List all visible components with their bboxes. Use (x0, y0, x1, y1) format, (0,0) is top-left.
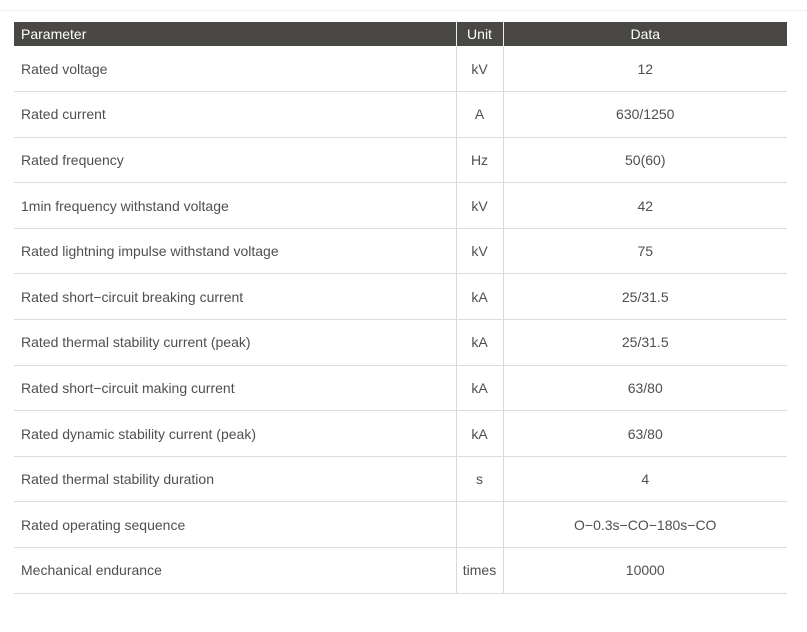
parameter-cell: 1min frequency withstand voltage (14, 182, 456, 229)
table-row: 1min frequency withstand voltage kV 42 (14, 182, 787, 229)
parameter-cell: Rated short−circuit breaking current (14, 273, 456, 321)
unit-cell: kA (455, 273, 504, 321)
table-row: Rated thermal stability duration s 4 (14, 456, 787, 503)
unit-cell: kA (455, 410, 504, 457)
table-row: Rated voltage kV 12 (14, 46, 787, 93)
unit-cell: times (455, 547, 504, 594)
table-row: Rated current A 630/1250 (14, 91, 787, 138)
unit-cell: s (455, 456, 504, 503)
data-cell: 630/1250 (503, 91, 787, 138)
data-cell: 50(60) (503, 137, 787, 184)
unit-cell: A (455, 91, 504, 138)
specification-table: Parameter Unit Data Rated voltage kV 12 … (14, 22, 787, 594)
table-row: Rated lightning impulse withstand voltag… (14, 228, 787, 275)
data-cell: 10000 (503, 547, 787, 594)
parameter-cell: Rated frequency (14, 137, 456, 184)
table-row: Rated frequency Hz 50(60) (14, 137, 787, 184)
unit-cell: kA (455, 319, 504, 366)
unit-cell: kV (455, 228, 504, 275)
column-header-unit: Unit (455, 22, 504, 46)
parameter-cell: Rated short−circuit making current (14, 365, 456, 412)
unit-cell: kV (455, 46, 504, 93)
column-header-data: Data (503, 22, 787, 46)
parameter-cell: Rated dynamic stability current (peak) (14, 410, 456, 457)
top-divider (0, 10, 807, 11)
data-cell: 63/80 (503, 365, 787, 412)
parameter-cell: Rated voltage (14, 46, 456, 93)
data-cell: 12 (503, 46, 787, 93)
data-cell: 25/31.5 (503, 273, 787, 321)
unit-cell (455, 501, 504, 549)
table-row: Rated operating sequence O−0.3s−CO−180s−… (14, 501, 787, 549)
parameter-cell: Rated current (14, 91, 456, 138)
table-header-row: Parameter Unit Data (14, 22, 787, 46)
table-row: Rated short−circuit making current kA 63… (14, 365, 787, 412)
parameter-cell: Mechanical endurance (14, 547, 456, 594)
unit-cell: Hz (455, 137, 504, 184)
parameter-cell: Rated operating sequence (14, 501, 456, 549)
table-row: Rated short−circuit breaking current kA … (14, 273, 787, 321)
column-header-parameter: Parameter (14, 22, 456, 46)
parameter-cell: Rated thermal stability current (peak) (14, 319, 456, 366)
parameter-cell: Rated thermal stability duration (14, 456, 456, 503)
unit-cell: kA (455, 365, 504, 412)
table-header: Parameter Unit Data (14, 22, 787, 46)
data-cell: 25/31.5 (503, 319, 787, 366)
data-cell: 63/80 (503, 410, 787, 457)
unit-cell: kV (455, 182, 504, 229)
data-cell: 75 (503, 228, 787, 275)
data-cell: 4 (503, 456, 787, 503)
table-row: Rated dynamic stability current (peak) k… (14, 410, 787, 457)
table-row: Mechanical endurance times 10000 (14, 547, 787, 594)
parameter-cell: Rated lightning impulse withstand voltag… (14, 228, 456, 275)
table-body: Rated voltage kV 12 Rated current A 630/… (14, 46, 787, 594)
data-cell: O−0.3s−CO−180s−CO (503, 501, 787, 549)
table-row: Rated thermal stability current (peak) k… (14, 319, 787, 366)
data-cell: 42 (503, 182, 787, 229)
